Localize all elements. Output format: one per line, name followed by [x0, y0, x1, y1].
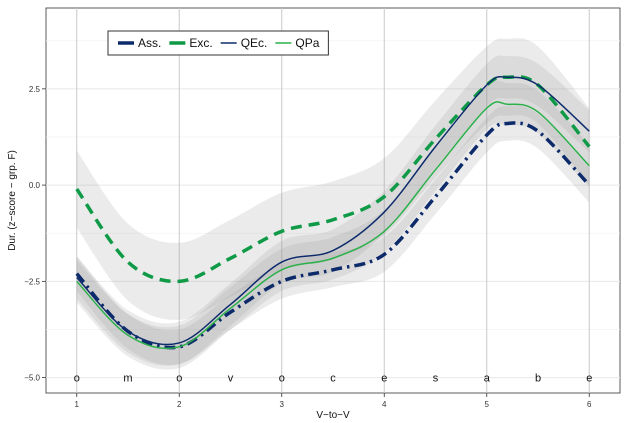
- segment-label: b: [535, 373, 541, 385]
- segment-label: e: [586, 373, 592, 385]
- series-line-qec: [76, 75, 590, 346]
- y-tick-label: −5.0: [24, 374, 40, 383]
- grid-layer: [46, 8, 620, 393]
- legend-label-qpa: QPa: [295, 36, 319, 50]
- plot-panel-border: [45, 7, 621, 394]
- y-tick-label: −2.5: [24, 277, 40, 286]
- legend-box: [107, 30, 329, 56]
- legend-label-qec: QEc.: [241, 36, 268, 50]
- segment-label: s: [433, 373, 439, 385]
- confidence-band-ass: [76, 105, 590, 365]
- segment-label: m: [123, 373, 132, 385]
- series-line-layer: [75, 74, 591, 350]
- segment-label: c: [330, 373, 336, 385]
- segment-label: a: [484, 373, 491, 385]
- series-line-qpa: [76, 101, 590, 350]
- axis-layer: 1 2 3 4 5 6 −5.0 −2.5 0.0 2.5: [24, 85, 592, 409]
- x-tick-label: 4: [382, 400, 387, 409]
- x-tick-label: 5: [485, 400, 490, 409]
- confidence-band-qec: [76, 55, 590, 366]
- confidence-band-qpa: [76, 80, 590, 370]
- legend-label-exc: Exc.: [189, 36, 212, 50]
- x-tick-label: 6: [587, 400, 592, 409]
- x-tick-label: 1: [75, 400, 80, 409]
- segment-label: v: [228, 373, 234, 385]
- x-tick-label: 3: [280, 400, 285, 409]
- segment-label: o: [176, 373, 182, 385]
- y-axis-title: Dur. (z−score − grp. F): [7, 150, 18, 251]
- segment-label: o: [279, 373, 285, 385]
- y-tick-label: 2.5: [29, 85, 41, 94]
- legend: Ass. Exc. QEc. QPa: [107, 30, 329, 56]
- y-tick-label: 0.0: [29, 181, 41, 190]
- segment-label: o: [74, 373, 80, 385]
- legend-label-ass: Ass.: [138, 36, 161, 50]
- segment-label: e: [381, 373, 387, 385]
- x-axis-title: V−to−V: [316, 410, 350, 421]
- x-tick-label: 2: [177, 400, 182, 409]
